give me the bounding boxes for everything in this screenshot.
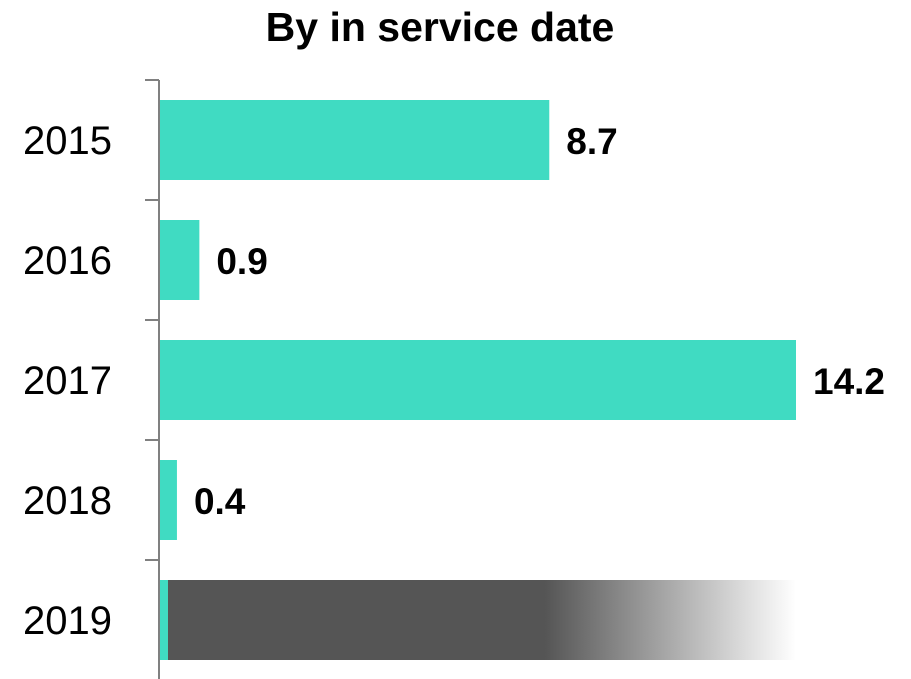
chart-title: By in service date bbox=[265, 4, 615, 50]
data-label-2017: 14.2 bbox=[813, 361, 885, 402]
occluding-overlay bbox=[167, 580, 797, 660]
data-label-2016: 0.9 bbox=[216, 241, 267, 282]
bar-2016 bbox=[159, 220, 200, 300]
category-label-2016: 2016 bbox=[23, 239, 112, 283]
bar-2015 bbox=[159, 100, 550, 180]
bar-2019 bbox=[159, 580, 168, 660]
labels-layer: 2015 8.7 2016 0.9 2017 14.2 2018 0.4 2019 bbox=[23, 119, 885, 643]
bars-layer bbox=[159, 100, 797, 660]
y-axis bbox=[145, 79, 160, 679]
category-label-2018: 2018 bbox=[23, 479, 112, 523]
category-label-2015: 2015 bbox=[23, 119, 112, 163]
data-label-2015: 8.7 bbox=[566, 121, 617, 162]
data-label-2018: 0.4 bbox=[194, 481, 246, 522]
bar-2017 bbox=[159, 340, 796, 420]
bar-2018 bbox=[159, 460, 177, 540]
category-label-2019: 2019 bbox=[23, 599, 112, 643]
category-label-2017: 2017 bbox=[23, 359, 112, 403]
